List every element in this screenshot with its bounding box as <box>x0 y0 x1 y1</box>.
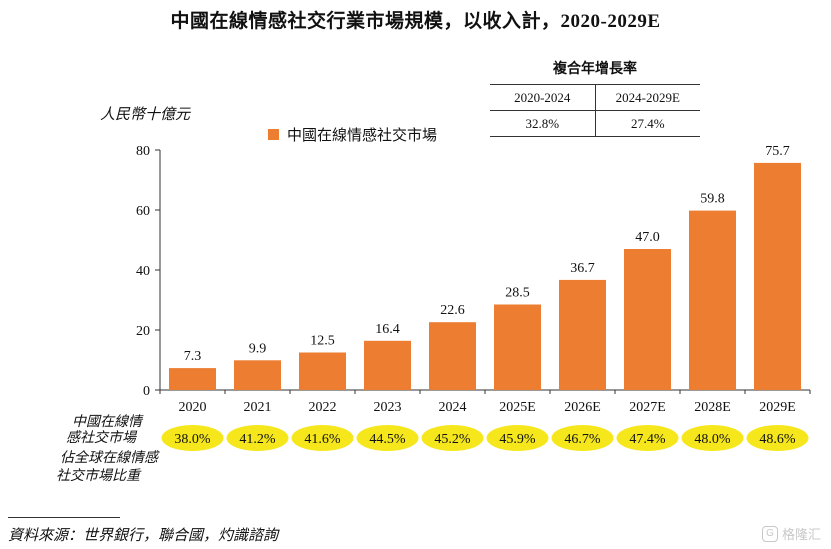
x-tick-label: 2024 <box>439 400 467 415</box>
bar-value-label: 47.0 <box>635 230 660 245</box>
legend-swatch <box>268 129 279 140</box>
share-value-label: 45.2% <box>434 432 471 447</box>
share-ellipse <box>681 425 744 451</box>
bar-value-label: 9.9 <box>249 341 267 356</box>
share-value-label: 47.4% <box>629 432 666 447</box>
source-note: 資料來源：世界銀行，聯合國，灼識諮詢 <box>8 528 279 544</box>
x-tick-label: 2023 <box>374 400 402 415</box>
x-tick-label: 2026E <box>564 400 601 415</box>
watermark-text: 格隆汇 <box>781 527 821 542</box>
bar <box>169 368 216 390</box>
y-tick-label: 80 <box>136 144 150 159</box>
share-value-label: 41.6% <box>304 432 341 447</box>
x-tick-label: 2029E <box>759 400 796 415</box>
legend-label: 中國在線情感社交市場 <box>287 128 438 144</box>
cagr-rate-row: 32.8% 27.4% <box>490 111 700 137</box>
y-axis-unit: 人民幣十億元 <box>100 107 191 123</box>
y-tick-label: 0 <box>143 384 150 399</box>
cagr-title: 複合年增長率 <box>490 58 700 85</box>
x-tick-label: 2028E <box>694 400 731 415</box>
share-value-label: 38.0% <box>174 432 211 447</box>
share-ellipse <box>226 425 289 451</box>
x-tick-label: 2025E <box>499 400 536 415</box>
y-tick-label: 20 <box>136 324 150 339</box>
x-tick-label: 2020 <box>179 400 207 415</box>
x-tick-label: 2021 <box>244 400 272 415</box>
bar <box>559 279 606 390</box>
y-tick-label: 40 <box>136 264 150 279</box>
share-ellipse <box>486 425 549 451</box>
watermark-logo-icon: G <box>761 525 778 542</box>
bar-value-label: 16.4 <box>375 322 400 337</box>
cagr-period-1: 2020-2024 <box>490 85 596 110</box>
cagr-rate-2: 27.4% <box>630 116 665 131</box>
share-label-line-2: 感社交市場 <box>66 431 136 446</box>
x-tick-label: 2022 <box>309 400 337 415</box>
legend: 中國在線情感社交市場 <box>268 124 437 145</box>
y-tick-label: 60 <box>136 204 150 219</box>
watermark: G 格隆汇 <box>761 524 821 543</box>
share-ellipse <box>746 425 809 451</box>
share-ellipse <box>291 425 354 451</box>
bar <box>299 352 346 390</box>
share-label-line-3: 佔全球在線情感 <box>60 451 158 466</box>
cagr-rate-1: 32.8% <box>490 111 596 136</box>
share-ellipse <box>161 425 224 451</box>
bar <box>234 360 281 390</box>
bar-value-label: 12.5 <box>310 334 335 349</box>
cagr-period-row: 2020-2024 2024-2029E <box>490 85 700 111</box>
bar <box>494 304 541 390</box>
bar-value-label: 7.3 <box>184 349 202 364</box>
bar <box>429 322 476 390</box>
bar-value-label: 22.6 <box>440 303 465 318</box>
share-ellipse <box>421 425 484 451</box>
share-value-label: 41.2% <box>239 432 276 447</box>
share-ellipse <box>616 425 679 451</box>
bar-value-label: 28.5 <box>505 286 530 301</box>
bar <box>689 210 736 390</box>
bar-value-label: 59.8 <box>700 192 725 207</box>
bar-value-label: 75.7 <box>765 144 790 159</box>
source-divider <box>8 517 120 518</box>
cagr-table: 複合年增長率 2020-2024 2024-2029E 32.8% 27.4% <box>490 58 700 137</box>
share-value-label: 46.7% <box>564 432 601 447</box>
cagr-period-2: 2024-2029E <box>615 90 680 105</box>
bar <box>624 249 671 390</box>
share-label-line-4: 社交市場比重 <box>56 469 140 484</box>
share-value-label: 48.0% <box>694 432 731 447</box>
share-ellipse <box>551 425 614 451</box>
share-label-line-1: 中國在線情 <box>72 415 142 430</box>
share-value-label: 45.9% <box>499 432 536 447</box>
bar <box>754 162 801 390</box>
x-tick-label: 2027E <box>629 400 666 415</box>
bar <box>364 340 411 390</box>
chart-title: 中國在線情感社交行業市場規模，以收入計，2020-2029E <box>170 11 661 32</box>
share-value-label: 48.6% <box>759 432 796 447</box>
share-value-label: 44.5% <box>369 432 406 447</box>
share-ellipse <box>356 425 419 451</box>
bar-value-label: 36.7 <box>570 261 595 276</box>
